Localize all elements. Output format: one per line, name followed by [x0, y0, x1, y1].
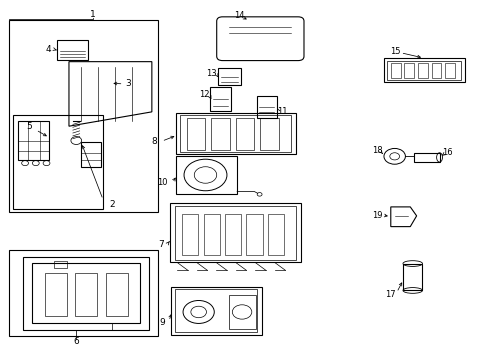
Bar	[445, 63, 454, 78]
Bar	[211, 118, 229, 149]
Text: 19: 19	[371, 211, 382, 220]
Text: 14: 14	[234, 11, 244, 20]
Text: 13: 13	[205, 69, 216, 78]
Text: 8: 8	[151, 137, 157, 146]
Text: 10: 10	[157, 178, 167, 187]
Bar	[170, 203, 301, 262]
Bar	[402, 264, 422, 291]
Bar	[203, 214, 219, 255]
Bar	[106, 273, 128, 316]
Bar	[386, 60, 461, 80]
Text: 17: 17	[385, 289, 395, 298]
Text: 4: 4	[45, 45, 51, 54]
Text: 2: 2	[109, 200, 115, 209]
Text: 6: 6	[73, 337, 79, 346]
Bar	[384, 58, 464, 82]
Text: 7: 7	[158, 240, 163, 249]
Bar	[417, 63, 427, 78]
Bar	[175, 206, 296, 260]
Bar	[256, 96, 277, 118]
Text: 16: 16	[441, 148, 452, 157]
Bar	[217, 68, 241, 85]
Bar	[9, 250, 158, 336]
Bar	[171, 287, 261, 335]
Bar	[210, 87, 230, 111]
Text: 1: 1	[90, 10, 96, 19]
Bar	[431, 63, 441, 78]
Bar	[180, 115, 291, 152]
Text: 18: 18	[371, 146, 382, 155]
Text: 9: 9	[160, 318, 165, 327]
Bar	[44, 273, 66, 316]
Text: 12: 12	[199, 90, 209, 99]
Bar	[224, 214, 241, 255]
Bar	[267, 214, 284, 255]
Bar	[235, 118, 254, 149]
Bar	[390, 63, 400, 78]
Bar	[246, 214, 262, 255]
Bar	[9, 21, 158, 212]
Bar	[13, 116, 103, 209]
Bar	[54, 261, 66, 268]
Bar	[186, 118, 205, 149]
Bar	[175, 289, 257, 332]
Bar	[260, 118, 278, 149]
Bar	[75, 273, 97, 316]
Text: 11: 11	[277, 107, 287, 116]
Bar	[57, 40, 88, 60]
Text: 5: 5	[26, 122, 32, 131]
Bar	[176, 113, 295, 154]
Text: 3: 3	[125, 80, 131, 89]
Bar	[182, 214, 198, 255]
Text: 15: 15	[389, 47, 400, 56]
Bar	[228, 295, 255, 329]
Bar	[413, 153, 439, 162]
Bar	[404, 63, 413, 78]
Bar	[176, 156, 237, 194]
